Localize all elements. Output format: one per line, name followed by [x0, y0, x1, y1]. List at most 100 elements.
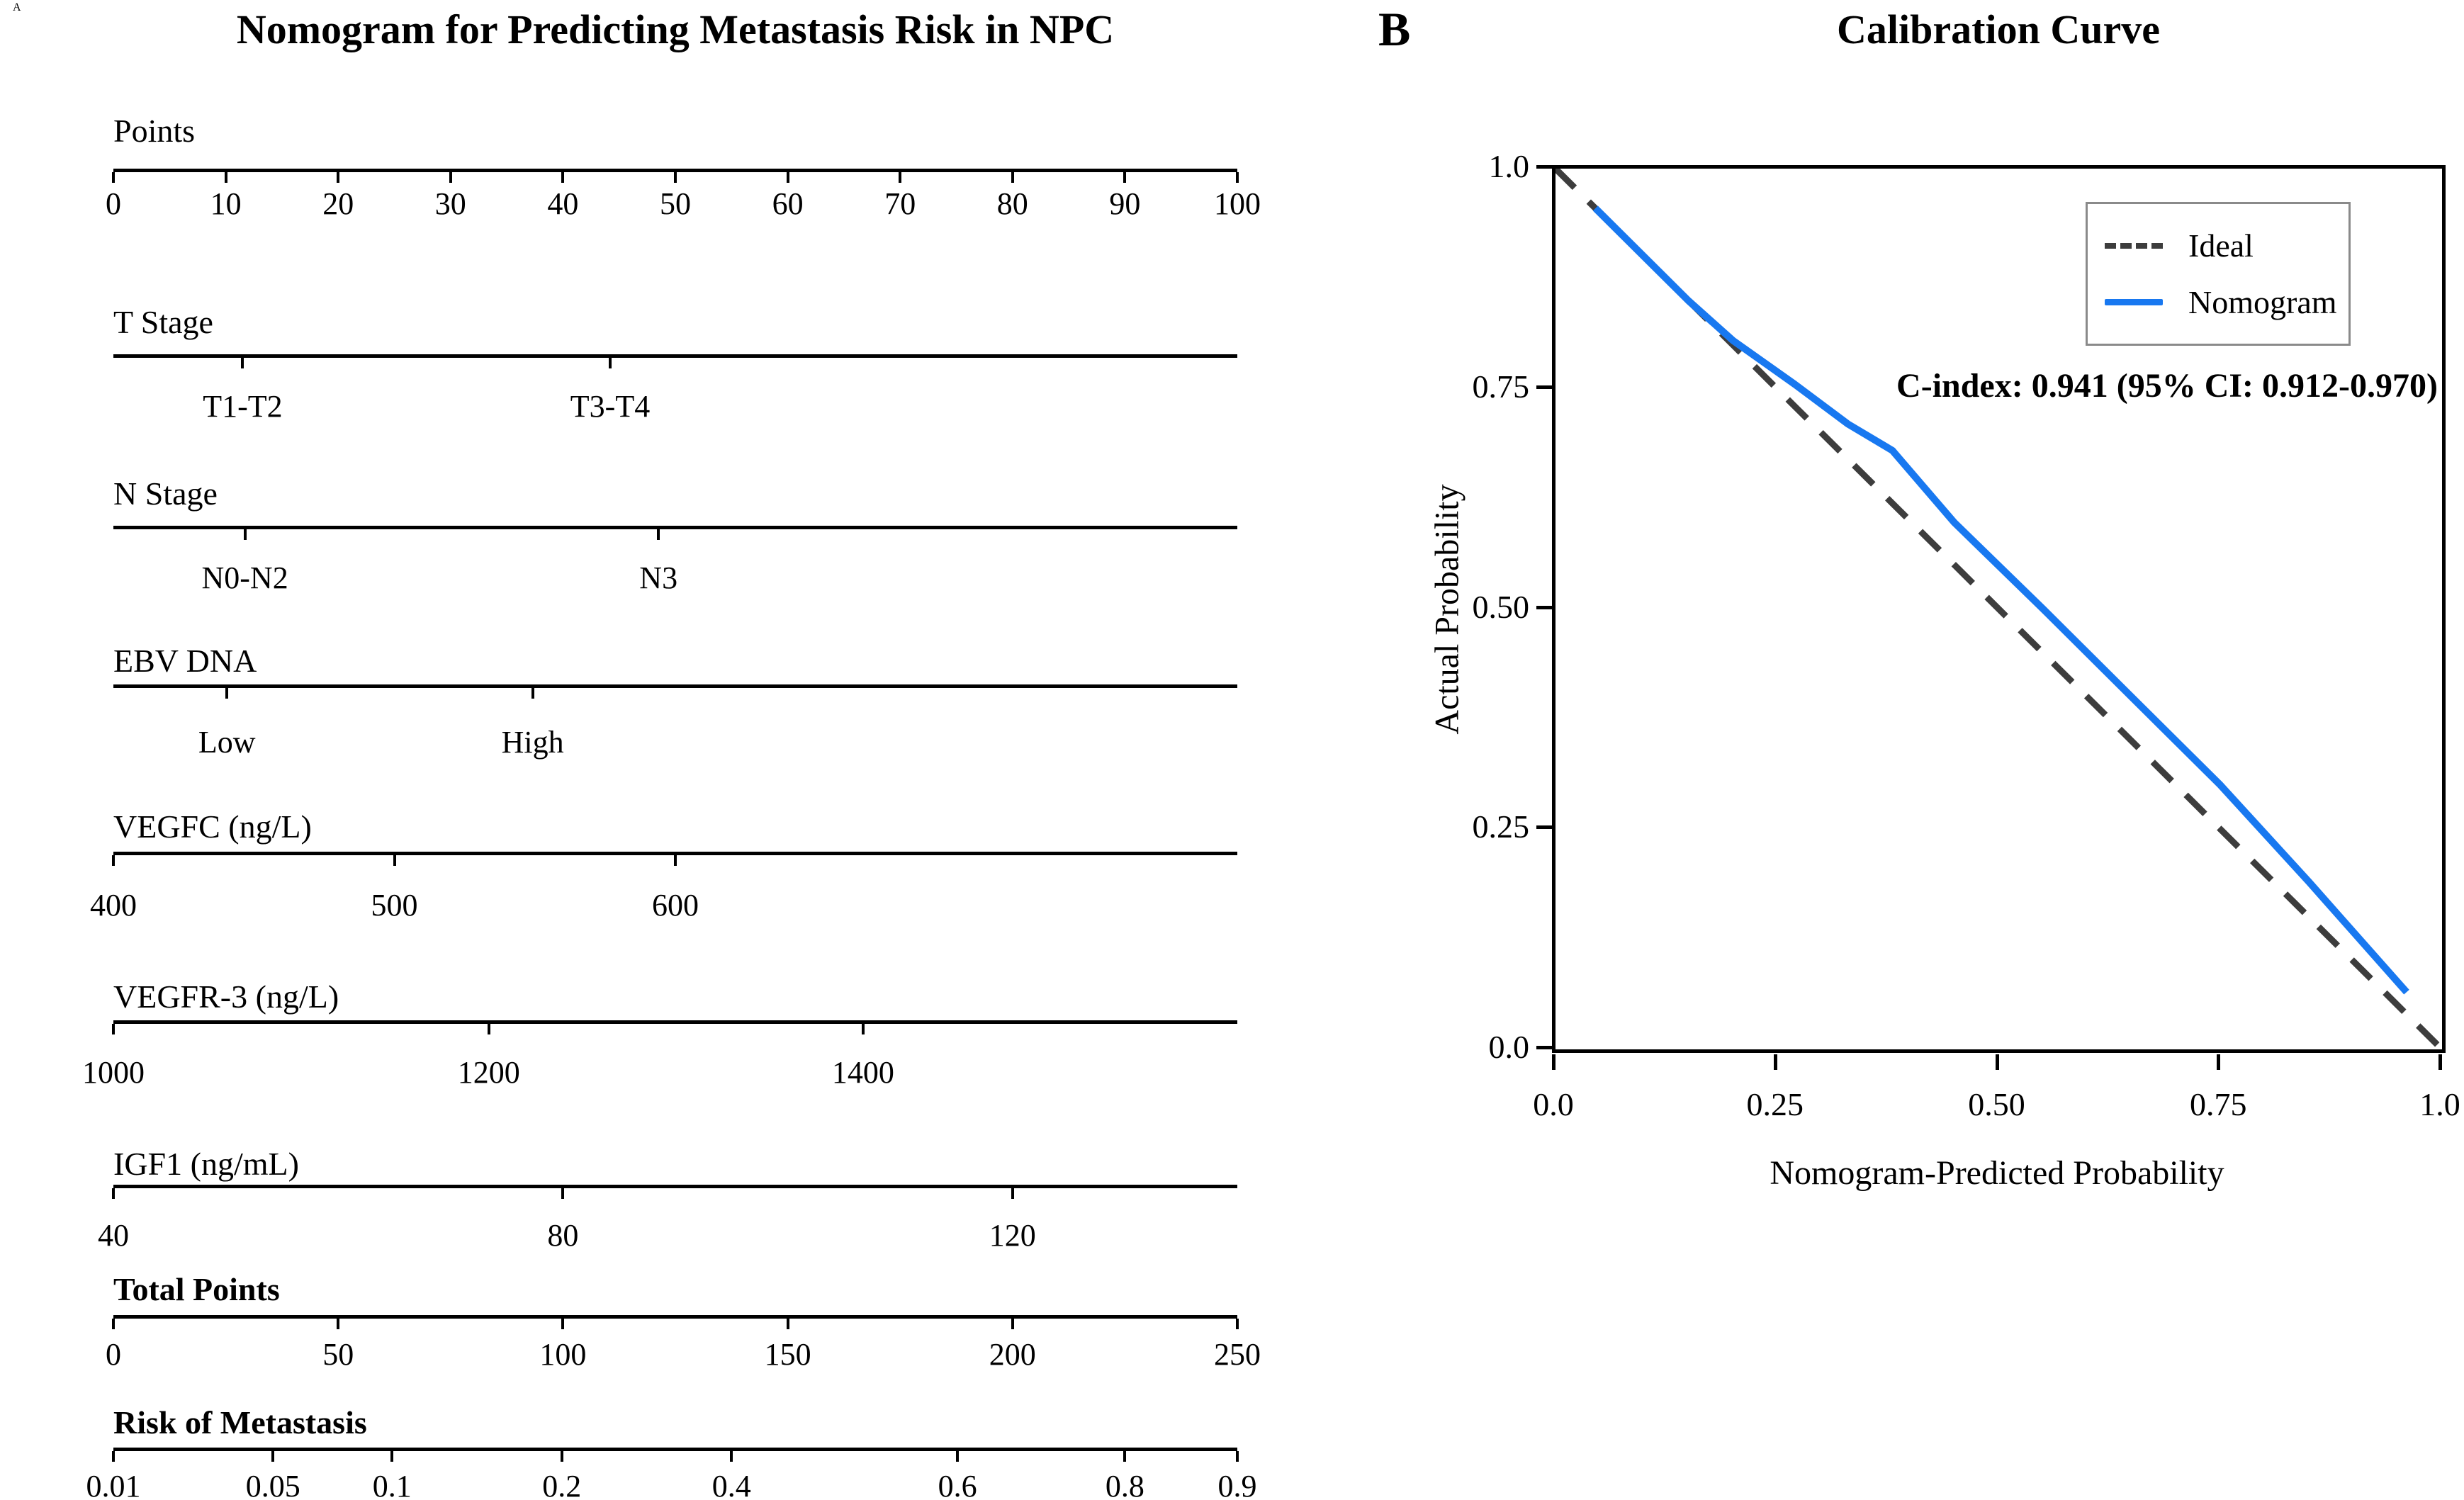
axis-tick-mark [561, 1319, 565, 1329]
row-axis [113, 169, 1237, 172]
axis-tick-label: 50 [322, 1337, 354, 1372]
axis-tick-label: T3-T4 [570, 389, 651, 424]
axis-tick-mark [674, 172, 677, 183]
axis-tick-mark [531, 688, 534, 699]
axis-tick-label: 60 [772, 186, 804, 221]
row-axis [113, 1448, 1237, 1451]
nomogram-title: Nomogram for Predicting Metastasis Risk … [236, 6, 1115, 52]
x-axis-title: Nomogram-Predicted Probability [1770, 1154, 2224, 1192]
y-tick-label: 0.50 [1472, 588, 1530, 625]
row-axis [113, 1315, 1237, 1319]
y-tick-mark [1536, 1046, 1552, 1049]
axis-tick-label: 0.01 [86, 1469, 141, 1500]
legend-label: Ideal [2188, 227, 2254, 264]
legend-label: Nomogram [2188, 283, 2337, 320]
row-label: VEGFC (ng/L) [113, 808, 312, 845]
row-label: N Stage [113, 475, 218, 512]
axis-tick-label: 90 [1109, 186, 1141, 221]
x-tick-label: 0.50 [1968, 1086, 2025, 1122]
legend-ideal-swatch [2105, 242, 2163, 249]
axis-tick-mark [449, 172, 452, 183]
x-tick-mark [2217, 1054, 2221, 1070]
calibration-canvas [1556, 169, 2442, 1049]
legend: Ideal Nomogram [2086, 202, 2351, 346]
axis-tick-mark [1011, 1188, 1014, 1199]
axis-tick-label: 20 [322, 186, 354, 221]
axis-tick-label: 80 [996, 186, 1028, 221]
row-axis [113, 852, 1237, 855]
axis-tick-mark [241, 358, 244, 368]
axis-tick-mark [112, 855, 115, 866]
axis-tick-label: 1200 [457, 1055, 520, 1090]
row-label: Total Points [113, 1271, 280, 1307]
axis-tick-mark [487, 1024, 490, 1034]
axis-tick-label: 0.9 [1217, 1469, 1257, 1500]
axis-tick-label: 0.8 [1105, 1469, 1144, 1500]
axis-tick-label: Low [198, 725, 256, 760]
axis-tick-label: 100 [1214, 186, 1261, 221]
legend-item: Ideal [2088, 227, 2348, 264]
panel-a-label: A [13, 1, 21, 13]
axis-tick-mark [243, 529, 247, 540]
axis-tick-label: N3 [639, 560, 678, 595]
axis-tick-label: 600 [652, 888, 699, 923]
axis-tick-label: 80 [547, 1218, 579, 1253]
y-tick-mark [1536, 165, 1552, 169]
y-tick-mark [1536, 605, 1552, 609]
axis-tick-mark [1236, 1319, 1239, 1329]
axis-tick-mark [225, 688, 229, 699]
legend-nomogram-swatch [2105, 298, 2163, 305]
axis-tick-label: T1-T2 [203, 389, 283, 424]
y-tick-mark [1536, 385, 1552, 389]
x-tick-label: 0.75 [2190, 1086, 2247, 1122]
axis-tick-label: 0.05 [245, 1469, 300, 1500]
axis-tick-mark [657, 529, 660, 540]
y-tick-label: 1.0 [1488, 148, 1530, 184]
axis-tick-label: 500 [371, 888, 418, 923]
axis-tick-label: High [501, 725, 564, 760]
y-tick-mark [1536, 825, 1552, 830]
c-index-annotation: C-index: 0.941 (95% CI: 0.912-0.970) [1896, 367, 2438, 405]
axis-tick-mark [730, 1451, 733, 1462]
axis-tick-label: 150 [764, 1337, 811, 1372]
row-axis [113, 1020, 1237, 1024]
axis-tick-mark [1123, 172, 1127, 183]
axis-tick-mark [786, 172, 789, 183]
row-label: EBV DNA [113, 643, 257, 679]
x-tick-mark [1995, 1054, 1999, 1070]
axis-tick-mark [1011, 1319, 1014, 1329]
axis-tick-mark [112, 1319, 115, 1329]
axis-tick-label: 70 [884, 186, 916, 221]
x-tick-mark [2438, 1054, 2442, 1070]
axis-tick-mark [899, 172, 902, 183]
axis-tick-mark [561, 172, 565, 183]
y-tick-label: 0.0 [1488, 1029, 1530, 1065]
axis-tick-label: 40 [98, 1218, 129, 1253]
axis-tick-label: 0.1 [372, 1469, 412, 1500]
x-tick-label: 0.0 [1533, 1086, 1574, 1122]
axis-tick-label: 0 [106, 186, 121, 221]
panel-b-label: B [1378, 2, 1411, 56]
axis-tick-mark [1011, 172, 1014, 183]
row-label: Risk of Metastasis [113, 1404, 367, 1440]
axis-tick-label: N0-N2 [201, 560, 288, 595]
axis-tick-label: 1000 [82, 1055, 145, 1090]
axis-tick-mark [861, 1024, 865, 1034]
x-tick-mark [1552, 1054, 1556, 1070]
nomogram-panel: Points 0 10 20 30 40 50 60 70 80 90 100 T Stage T1-T2… [82, 113, 1261, 1500]
axis-tick-mark [393, 855, 396, 866]
row-label: T Stage [113, 304, 213, 340]
axis-tick-label: 200 [989, 1337, 1036, 1372]
axis-tick-mark [390, 1451, 394, 1462]
axis-tick-mark [560, 1451, 563, 1462]
x-tick-label: 1.0 [2419, 1086, 2460, 1122]
axis-tick-label: 0.4 [711, 1469, 751, 1500]
axis-tick-mark [674, 855, 677, 866]
axis-tick-label: 0.2 [542, 1469, 582, 1500]
row-label: VEGFR-3 (ng/L) [113, 979, 339, 1015]
calibration-plot-area [1552, 165, 2446, 1053]
axis-tick-mark [956, 1451, 960, 1462]
x-tick-label: 0.25 [1746, 1086, 1804, 1122]
axis-tick-mark [337, 1319, 340, 1329]
y-axis-title: Actual Probability [1428, 484, 1466, 735]
